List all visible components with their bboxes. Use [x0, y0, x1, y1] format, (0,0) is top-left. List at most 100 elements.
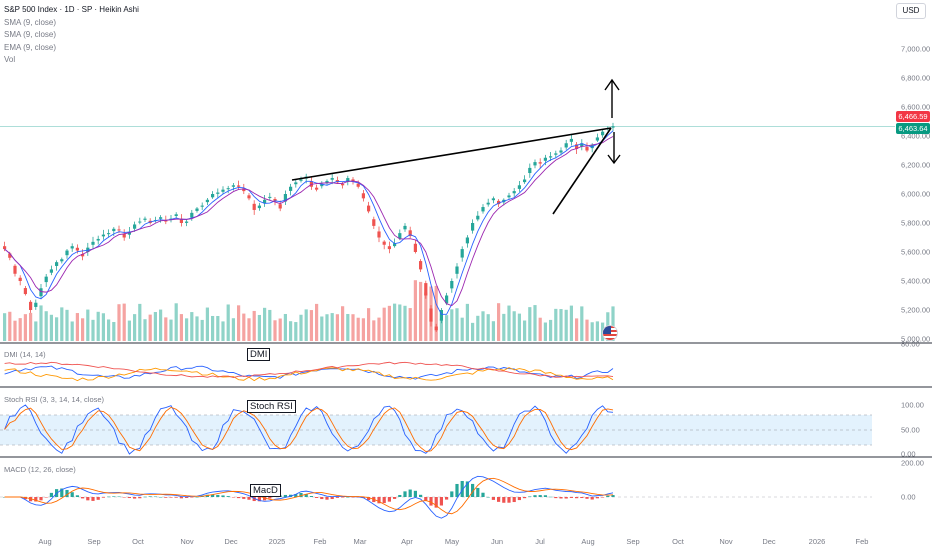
candle-body [387, 246, 391, 250]
volume-bar [65, 309, 69, 341]
candle-body [268, 196, 272, 198]
macd-histogram-bar [143, 496, 147, 498]
stoch-band [0, 415, 872, 445]
time-axis[interactable]: Aug Sep Oct Nov Dec 2025 Feb Mar Apr May… [0, 534, 932, 550]
volume-bar [75, 313, 79, 341]
macd-histogram-bar [65, 489, 69, 497]
symbol-title[interactable]: S&P 500 Index · 1D · SP · Heikin Ashi [4, 5, 139, 14]
price-scale[interactable]: 7,000.00 6,800.00 6,600.00 6,400.00 6,20… [872, 0, 932, 550]
macd-histogram-bar [398, 494, 402, 497]
macd-pane-label[interactable]: MACD (12, 26, close) [4, 465, 76, 474]
volume-bar [393, 303, 397, 341]
candle-body [471, 223, 475, 231]
candle-body [200, 205, 204, 207]
volume-bar [29, 312, 33, 341]
lower-trendline [552, 127, 612, 215]
candle-body [257, 205, 261, 209]
candle-body [341, 183, 345, 186]
candle-body [424, 283, 428, 296]
dmi-tick: 80.00 [901, 339, 920, 349]
volume-bar [611, 306, 615, 341]
time-label: Dec [762, 537, 776, 546]
candle-body [517, 185, 521, 189]
macd-histogram-bar [112, 496, 116, 497]
volume-bar [580, 306, 584, 341]
candle-body [39, 288, 43, 297]
candle-body [356, 183, 360, 187]
macd-histogram-bar [564, 497, 568, 499]
volume-bar [320, 316, 324, 341]
stoch-pane-label[interactable]: Stoch RSI (3, 3, 14, 14, close) [4, 395, 105, 404]
macd-histogram-bar [439, 497, 443, 506]
candle-body [450, 281, 454, 289]
volume-bar [517, 313, 521, 341]
volume-bar [101, 313, 105, 341]
candle-body [460, 249, 464, 258]
dmi-annotation[interactable]: DMI [247, 348, 271, 361]
volume-bar [190, 312, 194, 341]
macd-histogram-bar [190, 497, 194, 498]
macd-histogram-bar [585, 497, 589, 499]
currency-button[interactable]: USD [896, 3, 926, 19]
volume-bar [268, 309, 272, 341]
candle-body [476, 215, 480, 220]
us-flag-icon[interactable] [602, 325, 618, 341]
volume-bar [143, 319, 147, 341]
candle-body [18, 277, 22, 281]
indicator-ema[interactable]: EMA (9, close) [4, 42, 57, 52]
macd-histogram-bar [39, 497, 43, 501]
volume-bar [351, 314, 355, 341]
candle-body [491, 198, 495, 201]
chart-legend: S&P 500 Index · 1D · SP · Heikin Ashi SM… [4, 4, 139, 67]
candle-body [413, 243, 417, 252]
volume-bar [403, 305, 407, 341]
time-label: Feb [855, 537, 869, 546]
macd-histogram-bar [60, 488, 64, 497]
macd-histogram-bar [23, 497, 27, 500]
candle-body [3, 246, 7, 250]
price-tick: 7,000.00 [901, 44, 931, 54]
time-label: Apr [401, 537, 413, 546]
candle-body [569, 138, 573, 142]
volume-bar [335, 314, 339, 341]
macd-histogram-bar [216, 494, 220, 497]
volume-bar [117, 304, 121, 341]
stoch-annotation[interactable]: Stoch RSI [247, 400, 296, 413]
macd-histogram-bar [309, 495, 313, 497]
macd-histogram-bar [81, 497, 85, 499]
candle-body [398, 233, 402, 239]
volume-bar [549, 319, 553, 341]
macd-histogram-bar [49, 492, 53, 497]
macd-histogram-bar [107, 496, 111, 498]
volume-bar [543, 322, 547, 341]
stoch-tick: 100.00 [901, 400, 924, 410]
volume-bar [263, 307, 267, 341]
sma-line [4, 130, 614, 315]
stoch-k-line [4, 404, 614, 455]
macd-histogram-bar [127, 497, 131, 499]
macd-annotation[interactable]: MacD [250, 484, 281, 497]
volume-bar [34, 321, 38, 341]
macd-histogram-bar [294, 494, 298, 497]
volume-bar [309, 310, 313, 341]
volume-bar [195, 316, 199, 341]
macd-histogram-bar [351, 497, 355, 498]
candle-body [117, 229, 121, 231]
price-tick: 5,800.00 [901, 218, 931, 228]
volume-bar [330, 313, 334, 341]
indicator-sma-2[interactable]: SMA (9, close) [4, 30, 57, 39]
indicator-sma-1[interactable]: SMA (9, close) [4, 17, 57, 27]
macd-histogram-bar [481, 492, 485, 497]
indicator-volume[interactable]: Vol [4, 55, 16, 64]
upper-trendline [291, 127, 612, 181]
volume-bar [439, 318, 443, 341]
macd-histogram-bar [325, 497, 329, 500]
macd-histogram-bar [356, 497, 360, 498]
macd-histogram-bar [242, 497, 246, 499]
candle-body [575, 144, 579, 150]
dmi-pane-label[interactable]: DMI (14, 14) [4, 350, 46, 359]
candle-body [445, 295, 449, 304]
price-tick: 6,600.00 [901, 102, 931, 112]
volume-bar [346, 313, 350, 341]
